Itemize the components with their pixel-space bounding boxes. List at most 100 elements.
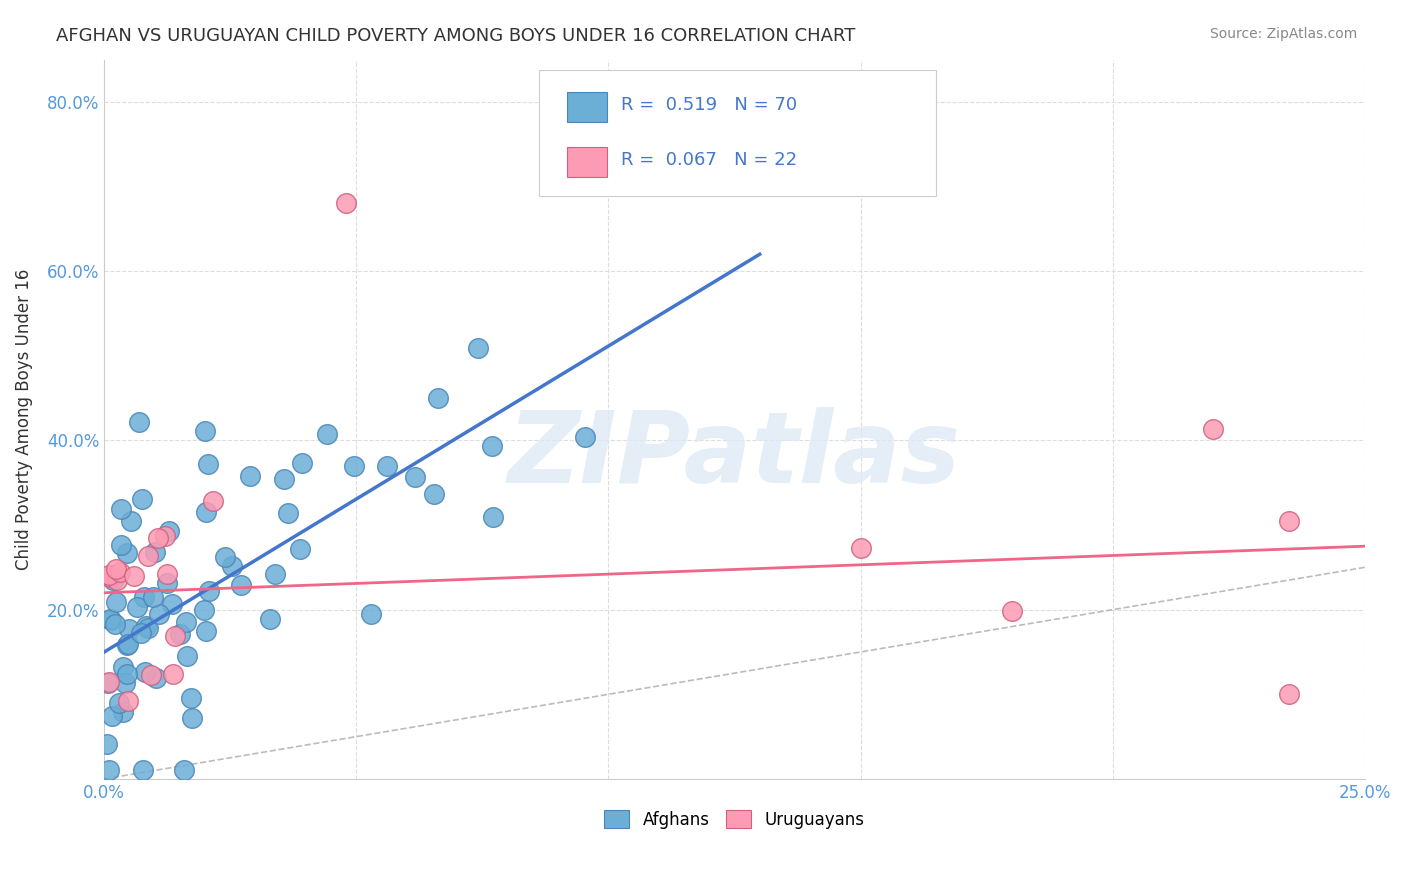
- Point: [160, 597, 183, 611]
- Point: [157, 524, 180, 538]
- Point: [198, 584, 221, 599]
- Point: [100, 613, 122, 627]
- Point: [115, 546, 138, 560]
- Point: [127, 599, 149, 614]
- Point: [98, 675, 121, 690]
- Point: [423, 487, 446, 501]
- Point: [229, 578, 252, 592]
- Point: [174, 615, 197, 630]
- Point: [162, 667, 184, 681]
- Point: [180, 691, 202, 706]
- Point: [173, 764, 195, 778]
- Point: [202, 493, 225, 508]
- Point: [114, 676, 136, 690]
- Point: [574, 430, 596, 444]
- Point: [221, 559, 243, 574]
- Point: [194, 424, 217, 438]
- Point: [375, 458, 398, 473]
- Text: AFGHAN VS URUGUAYAN CHILD POVERTY AMONG BOYS UNDER 16 CORRELATION CHART: AFGHAN VS URUGUAYAN CHILD POVERTY AMONG …: [56, 27, 856, 45]
- Point: [288, 542, 311, 557]
- Point: [117, 694, 139, 708]
- Point: [136, 621, 159, 635]
- Point: [165, 629, 187, 643]
- Point: [148, 607, 170, 621]
- FancyBboxPatch shape: [538, 70, 936, 196]
- Point: [115, 638, 138, 652]
- Text: Source: ZipAtlas.com: Source: ZipAtlas.com: [1209, 27, 1357, 41]
- Point: [135, 619, 157, 633]
- Y-axis label: Child Poverty Among Boys Under 16: Child Poverty Among Boys Under 16: [15, 268, 32, 570]
- Point: [482, 510, 505, 524]
- Point: [849, 541, 872, 555]
- Point: [104, 594, 127, 608]
- Point: [104, 562, 127, 576]
- Legend: Afghans, Uruguayans: Afghans, Uruguayans: [598, 804, 872, 835]
- Point: [96, 737, 118, 751]
- Point: [291, 456, 314, 470]
- Point: [107, 696, 129, 710]
- Point: [176, 649, 198, 664]
- Point: [148, 531, 170, 545]
- Point: [263, 566, 285, 581]
- Point: [101, 573, 124, 587]
- Point: [1001, 604, 1024, 618]
- Point: [122, 569, 145, 583]
- Point: [156, 576, 179, 591]
- FancyBboxPatch shape: [567, 146, 607, 177]
- Point: [100, 709, 122, 723]
- Point: [115, 666, 138, 681]
- Point: [108, 565, 131, 579]
- Text: R =  0.519   N = 70: R = 0.519 N = 70: [621, 96, 797, 114]
- Point: [103, 616, 125, 631]
- Text: R =  0.067   N = 22: R = 0.067 N = 22: [621, 151, 797, 169]
- Point: [105, 573, 128, 587]
- Point: [343, 459, 366, 474]
- Point: [153, 528, 176, 542]
- Text: ZIPatlas: ZIPatlas: [508, 407, 962, 504]
- Point: [156, 566, 179, 581]
- Point: [259, 612, 281, 626]
- Point: [145, 671, 167, 685]
- Point: [98, 611, 121, 625]
- Point: [97, 675, 120, 690]
- Point: [117, 637, 139, 651]
- FancyBboxPatch shape: [567, 92, 607, 122]
- Point: [134, 590, 156, 604]
- Point: [169, 626, 191, 640]
- Point: [134, 665, 156, 680]
- Point: [98, 570, 121, 584]
- Point: [427, 391, 450, 405]
- Point: [112, 659, 135, 673]
- Point: [112, 705, 135, 719]
- Point: [110, 538, 132, 552]
- Point: [360, 607, 382, 622]
- Point: [120, 514, 142, 528]
- Point: [98, 764, 121, 778]
- Point: [273, 472, 295, 486]
- Point: [316, 427, 339, 442]
- Point: [131, 764, 153, 778]
- Point: [118, 622, 141, 636]
- Point: [98, 568, 121, 582]
- Point: [128, 415, 150, 429]
- Point: [277, 506, 299, 520]
- Point: [110, 502, 132, 516]
- Point: [1278, 514, 1301, 528]
- Point: [193, 603, 215, 617]
- Point: [181, 711, 204, 725]
- Point: [129, 625, 152, 640]
- Point: [195, 624, 218, 638]
- Point: [335, 196, 357, 211]
- Point: [197, 457, 219, 471]
- Point: [481, 439, 503, 453]
- Point: [214, 549, 236, 564]
- Point: [142, 590, 165, 604]
- Point: [467, 341, 489, 355]
- Point: [136, 549, 159, 563]
- Point: [239, 469, 262, 483]
- Point: [1202, 422, 1225, 436]
- Point: [404, 470, 426, 484]
- Point: [1278, 687, 1301, 701]
- Point: [139, 667, 162, 681]
- Point: [194, 505, 217, 519]
